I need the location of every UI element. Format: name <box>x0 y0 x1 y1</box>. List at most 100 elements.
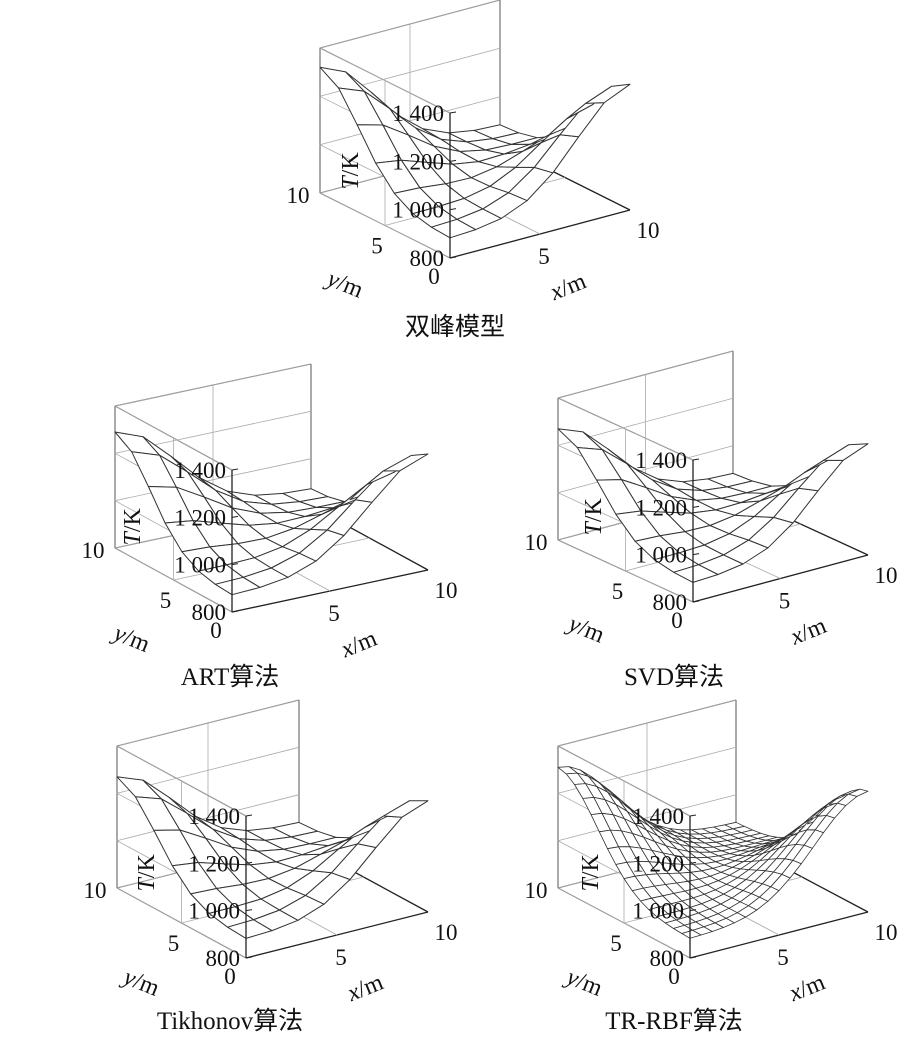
chart-caption: ART算法 <box>181 663 280 691</box>
x-axis-label: x/m <box>785 969 829 1007</box>
z-tick-mark <box>231 563 239 566</box>
z-tick-label: 1 200 <box>632 851 684 876</box>
y-tick-label: 0 <box>224 964 236 989</box>
z-tick-mark <box>692 458 700 461</box>
y-axis-label: y/m <box>561 963 606 1001</box>
x-tick-label: 10 <box>435 920 458 945</box>
surface-mesh <box>116 776 429 939</box>
x-tick-label: 10 <box>875 563 898 588</box>
surface-cell <box>848 788 869 797</box>
y-ticks: 0 5 10 <box>525 530 683 633</box>
x-ticks: 5 10 <box>779 563 898 614</box>
z-axis-var: T <box>338 175 364 190</box>
z-axis-unit: /K <box>578 853 604 878</box>
z-axis-label: T/K <box>578 853 604 891</box>
z-tick-mark <box>231 610 239 613</box>
x-tick-label: 10 <box>435 578 458 603</box>
z-tick-label: 1 200 <box>174 505 226 530</box>
y-tick-label: 5 <box>610 931 622 956</box>
chart-caption: 双峰模型 <box>405 313 505 341</box>
z-tick-label: 1 000 <box>174 553 226 578</box>
x-tick-label: 5 <box>328 601 340 626</box>
surface-cell <box>823 443 869 461</box>
x-tick-label: 5 <box>538 244 550 269</box>
y-tick-label: 10 <box>525 878 548 903</box>
y-tick-label: 0 <box>210 618 222 643</box>
z-tick-label: 800 <box>410 246 445 271</box>
z-tick-mark <box>689 956 697 959</box>
z-tick-mark <box>245 909 253 912</box>
x-ticks: 5 10 <box>538 218 659 269</box>
y-tick-label: 5 <box>168 931 180 956</box>
surface-cell <box>557 428 603 451</box>
z-axis-label: T/K <box>581 497 607 535</box>
z-tick-mark <box>689 861 697 864</box>
z-tick-label: 1 400 <box>188 804 240 829</box>
z-axis-var: T <box>581 520 607 535</box>
y-tick-label: 0 <box>428 264 440 289</box>
z-axis-label: T/K <box>120 507 146 545</box>
chart-double-peak-model: 800 1 000 1 200 1 400 5 10 0 5 10 T/K x/m y/m 双峰模型 <box>287 0 660 341</box>
z-tick-label: 1 200 <box>392 149 444 174</box>
x-ticks: 5 10 <box>777 920 897 970</box>
x-ticks: 5 10 <box>328 578 457 626</box>
z-tick-label: 800 <box>206 946 241 971</box>
surface-cell <box>585 83 631 104</box>
y-tick-label: 5 <box>612 579 624 604</box>
z-axis-unit: /K <box>581 497 607 522</box>
z-ticks: 800 1 000 1 200 1 400 <box>392 101 457 271</box>
z-gridline <box>113 363 312 471</box>
z-tick-mark <box>231 468 239 471</box>
surface-mesh <box>319 66 631 239</box>
surface-mesh <box>557 428 869 583</box>
y-tick-label: 0 <box>668 964 680 989</box>
z-axis-label: T/K <box>338 152 364 190</box>
surface-mesh <box>114 431 429 596</box>
y-ticks: 0 5 10 <box>84 878 236 989</box>
z-tick-mark <box>449 159 457 162</box>
z-tick-mark <box>692 505 700 508</box>
x-tick-label: 5 <box>335 945 347 970</box>
z-tick-mark <box>449 256 457 259</box>
z-ticks: 800 1 000 1 200 1 400 <box>632 804 697 971</box>
y-tick-label: 10 <box>82 538 105 563</box>
z-tick-mark <box>245 956 253 959</box>
x-axis-label: x/m <box>343 969 387 1007</box>
z-axis-var: T <box>134 876 160 891</box>
chart-caption: Tikhonov算法 <box>157 1007 303 1035</box>
z-tick-mark <box>692 553 700 556</box>
y-tick-label: 10 <box>84 878 107 903</box>
x-tick-label: 5 <box>779 589 791 614</box>
y-axis-label: y/m <box>108 620 153 658</box>
z-axis-label: T/K <box>134 853 160 891</box>
z-tick-mark <box>245 814 253 817</box>
y-ticks: 0 5 10 <box>525 878 680 989</box>
y-tick-label: 5 <box>371 234 383 259</box>
x-axis-label: x/m <box>337 625 381 663</box>
chart-art-algorithm: 800 1 000 1 200 1 400 5 10 0 5 10 T/K x/m y/m ART算法 <box>82 363 458 691</box>
surface-cell <box>383 800 429 818</box>
z-gridline <box>318 0 501 114</box>
z-tick-label: 1 400 <box>392 101 444 126</box>
z-tick-label: 1 400 <box>635 448 687 473</box>
z-ticks: 800 1 000 1 200 1 400 <box>635 448 700 615</box>
z-gridline <box>556 699 737 817</box>
z-tick-label: 1 400 <box>632 804 684 829</box>
z-tick-label: 800 <box>192 600 227 625</box>
z-axis-var: T <box>120 530 146 545</box>
x-tick-label: 10 <box>875 920 898 945</box>
z-tick-label: 1 000 <box>188 899 240 924</box>
surface-mesh <box>557 766 869 939</box>
z-tick-label: 1 200 <box>188 851 240 876</box>
x-axis-label: x/m <box>546 268 590 306</box>
z-tick-label: 800 <box>650 946 685 971</box>
y-ticks: 0 5 10 <box>82 538 222 643</box>
y-axis-label: y/m <box>118 963 163 1001</box>
chart-caption: TR-RBF算法 <box>605 1007 743 1035</box>
y-tick-label: 10 <box>525 530 548 555</box>
chart-tr-rbf-algorithm: 800 1 000 1 200 1 400 5 10 0 5 10 T/K x/m y/m TR-RBF… <box>525 699 898 1035</box>
z-tick-mark <box>231 515 239 518</box>
x-ticks: 5 10 <box>335 920 457 970</box>
x-tick-label: 10 <box>637 218 660 243</box>
z-tick-label: 1 000 <box>392 198 444 223</box>
